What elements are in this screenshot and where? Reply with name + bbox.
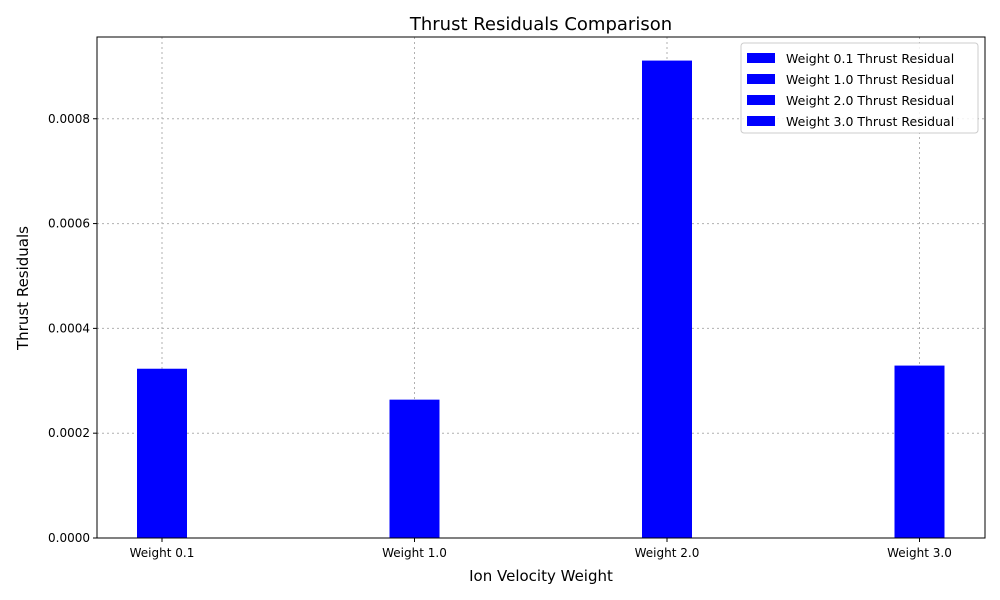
bar <box>642 61 692 538</box>
x-axis: Weight 0.1 Weight 1.0 Weight 2.0 Weight 3.0 <box>130 538 952 560</box>
y-tick-label: 0.0002 <box>48 426 90 440</box>
y-tick-label: 0.0008 <box>48 112 90 126</box>
bar <box>390 400 440 538</box>
x-tick-label: Weight 1.0 <box>382 546 447 560</box>
legend: Weight 0.1 Thrust Residual Weight 1.0 Thr… <box>741 43 978 133</box>
legend-entry: Weight 3.0 Thrust Residual <box>786 114 954 129</box>
bar <box>895 366 945 538</box>
x-tick-label: Weight 0.1 <box>130 546 195 560</box>
x-axis-label: Ion Velocity Weight <box>469 567 613 585</box>
legend-entry: Weight 2.0 Thrust Residual <box>786 93 954 108</box>
legend-swatch <box>747 53 775 63</box>
legend-swatch <box>747 116 775 126</box>
x-tick-label: Weight 3.0 <box>887 546 952 560</box>
y-axis: 0.0000 0.0002 0.0004 0.0006 0.0008 <box>48 112 97 545</box>
bar <box>137 369 187 538</box>
legend-swatch <box>747 95 775 105</box>
y-tick-label: 0.0000 <box>48 531 90 545</box>
y-axis-label: Thrust Residuals <box>14 226 32 351</box>
y-tick-label: 0.0006 <box>48 217 90 231</box>
chart-title: Thrust Residuals Comparison <box>409 14 672 35</box>
legend-entry: Weight 0.1 Thrust Residual <box>786 51 954 66</box>
legend-swatch <box>747 74 775 84</box>
x-tick-label: Weight 2.0 <box>635 546 700 560</box>
legend-entry: Weight 1.0 Thrust Residual <box>786 72 954 87</box>
y-tick-label: 0.0004 <box>48 321 90 335</box>
